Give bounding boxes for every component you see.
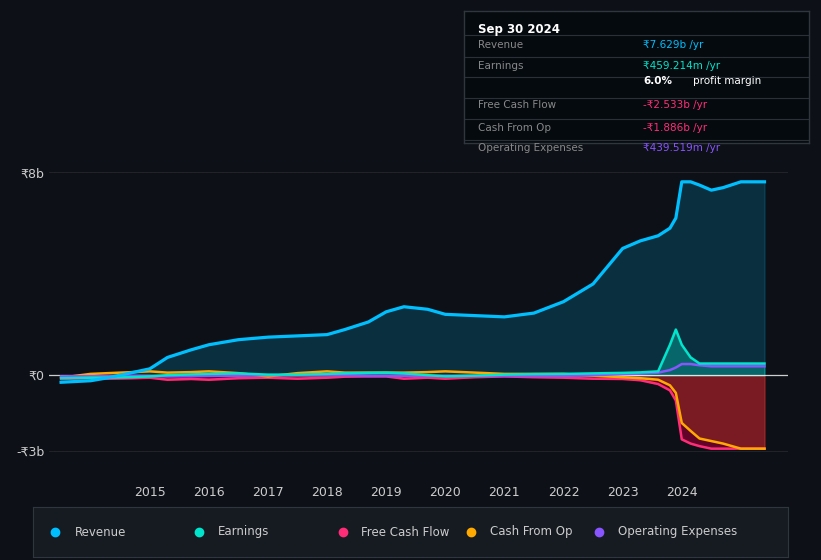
Text: Revenue: Revenue [478, 40, 523, 50]
Text: Free Cash Flow: Free Cash Flow [478, 100, 556, 110]
Text: -₹1.886b /yr: -₹1.886b /yr [643, 123, 708, 133]
Text: Earnings: Earnings [218, 525, 269, 539]
Text: Cash From Op: Cash From Op [478, 123, 551, 133]
Text: -₹2.533b /yr: -₹2.533b /yr [643, 100, 708, 110]
Text: 6.0%: 6.0% [643, 76, 672, 86]
Text: Revenue: Revenue [75, 525, 126, 539]
Text: Cash From Op: Cash From Op [490, 525, 572, 539]
Text: Free Cash Flow: Free Cash Flow [361, 525, 450, 539]
Text: ₹459.214m /yr: ₹459.214m /yr [643, 61, 720, 71]
Text: Operating Expenses: Operating Expenses [478, 143, 583, 153]
Text: profit margin: profit margin [693, 76, 761, 86]
Text: ₹7.629b /yr: ₹7.629b /yr [643, 40, 704, 50]
Text: Earnings: Earnings [478, 61, 523, 71]
Text: ₹439.519m /yr: ₹439.519m /yr [643, 143, 720, 153]
Text: Sep 30 2024: Sep 30 2024 [478, 23, 560, 36]
Text: Operating Expenses: Operating Expenses [618, 525, 737, 539]
